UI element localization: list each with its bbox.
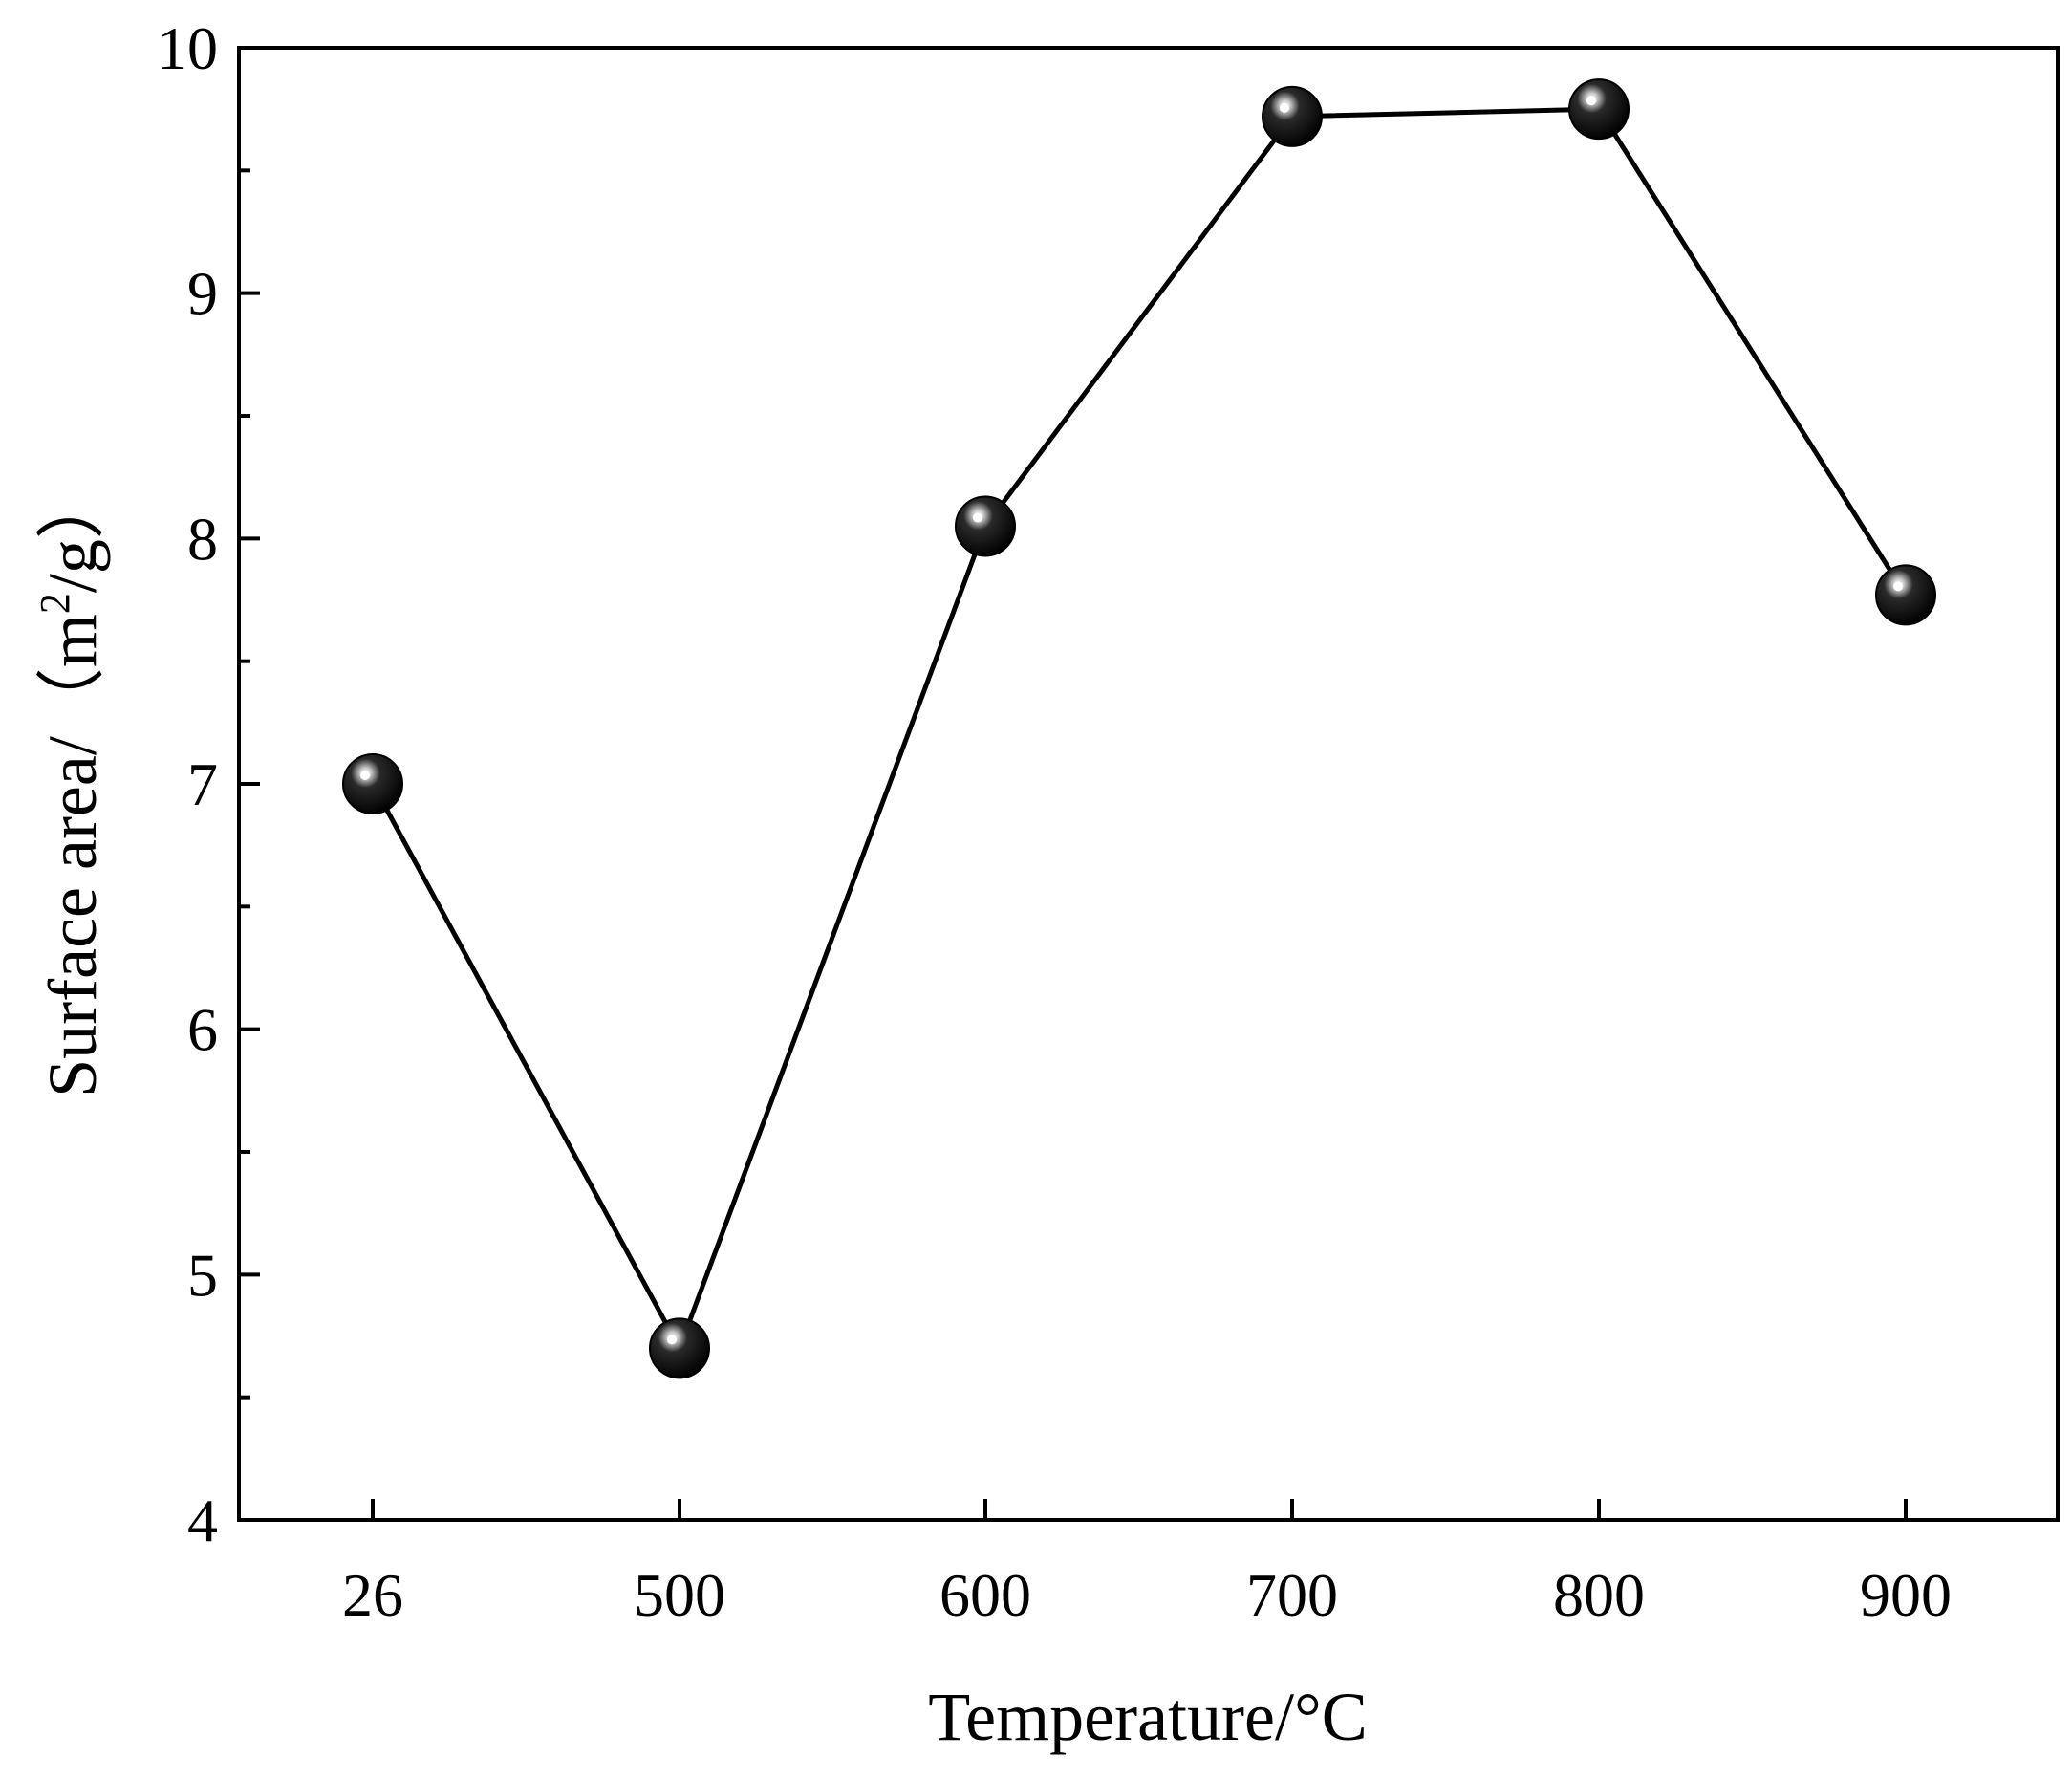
- x-axis-ticks: 26 500 600 700 800 900: [342, 1499, 1952, 1629]
- data-point: [955, 495, 1016, 557]
- x-axis-title: Temperature/°C: [928, 1679, 1368, 1755]
- data-point: [1875, 564, 1936, 626]
- data-point-marker: [1262, 85, 1323, 147]
- data-point-highlight: [667, 1335, 677, 1345]
- data-point: [1262, 85, 1323, 147]
- plot-frame: [237, 46, 2060, 1522]
- y-tick-label: 9: [187, 260, 218, 328]
- x-tick-label: 600: [939, 1561, 1031, 1629]
- y-tick-label: 4: [187, 1487, 218, 1554]
- x-tick-label: 900: [1860, 1561, 1952, 1629]
- data-point-marker: [1875, 564, 1936, 626]
- x-tick-label: 26: [342, 1561, 403, 1629]
- y-axis-ticks: 4 5 6 7 8 9 10: [157, 14, 260, 1554]
- data-point: [1568, 78, 1630, 141]
- x-tick-label: 800: [1553, 1561, 1645, 1629]
- data-point-marker: [1568, 78, 1630, 141]
- data-point-marker: [955, 495, 1016, 557]
- y-axis-title-superscript: 2: [32, 593, 78, 614]
- y-axis-title: Surface area/（m2/g）: [32, 470, 111, 1097]
- data-point-highlight: [360, 771, 370, 780]
- data-point-highlight: [1280, 102, 1289, 113]
- data-point-highlight: [1586, 96, 1596, 106]
- x-tick-label: 500: [634, 1561, 725, 1629]
- series-line: [370, 106, 1909, 1351]
- data-point-marker: [649, 1317, 710, 1379]
- data-point-marker: [342, 753, 403, 814]
- data-point-highlight: [1893, 581, 1903, 592]
- y-tick-label: 6: [187, 996, 218, 1064]
- data-point-highlight: [973, 512, 982, 523]
- y-tick-label: 10: [157, 14, 218, 82]
- y-axis-title-main: Surface area/（m: [34, 614, 111, 1097]
- y-tick-label: 8: [187, 505, 218, 573]
- y-tick-label: 5: [187, 1241, 218, 1309]
- data-point: [342, 753, 403, 814]
- x-tick-label: 700: [1246, 1561, 1338, 1629]
- data-point: [649, 1317, 710, 1379]
- series-layer: [342, 78, 1936, 1379]
- y-tick-label: 7: [187, 750, 218, 818]
- y-axis-title-unit: /g）: [34, 470, 111, 593]
